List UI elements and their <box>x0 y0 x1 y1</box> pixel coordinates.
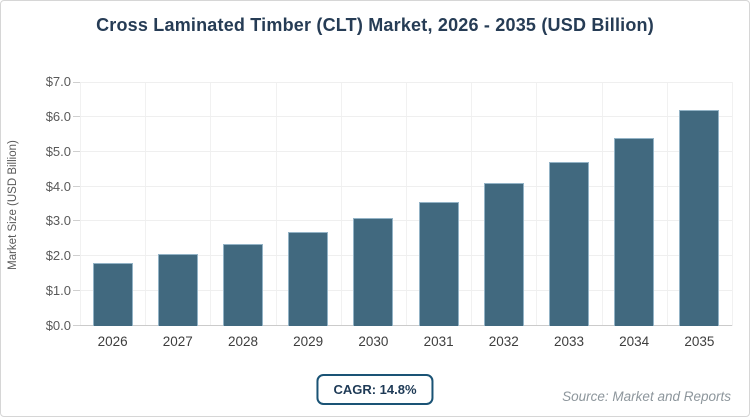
x-tick-label: 2034 <box>619 334 650 349</box>
y-tick-label: $4.0 <box>45 178 71 194</box>
chart-title: Cross Laminated Timber (CLT) Market, 202… <box>96 15 654 35</box>
h-gridline <box>80 115 732 117</box>
bar <box>483 183 524 326</box>
bar <box>614 138 655 326</box>
y-axis-tick <box>73 185 80 187</box>
h-gridline <box>80 150 732 152</box>
h-gridline <box>80 185 732 187</box>
x-tick-label: 2032 <box>488 334 519 349</box>
y-tick-label: $7.0 <box>45 74 71 89</box>
h-gridline <box>80 290 732 292</box>
bar <box>288 232 329 326</box>
v-gridline <box>341 82 342 326</box>
cagr-badge-label: CAGR: 14.8% <box>333 382 417 397</box>
x-tick-label: 2030 <box>358 334 389 349</box>
x-tick-label: 2028 <box>227 334 258 349</box>
bar <box>223 244 263 326</box>
h-gridline <box>80 255 732 257</box>
plot-area <box>73 82 733 326</box>
bar <box>157 254 198 326</box>
source-text: Source: Market and Reports <box>562 389 731 404</box>
y-tick-label: $6.0 <box>45 108 71 124</box>
y-tick-label: $2.0 <box>45 248 71 264</box>
cagr-badge: CAGR: 14.8% <box>316 374 434 405</box>
y-axis-tick <box>73 255 80 257</box>
y-axis-tick <box>73 325 80 326</box>
y-axis-tick <box>73 290 80 292</box>
v-gridline <box>80 82 81 326</box>
h-gridline <box>80 325 732 326</box>
v-gridline <box>732 82 733 326</box>
h-gridline <box>80 220 732 222</box>
x-tick-label: 2026 <box>97 334 128 349</box>
y-axis-tick <box>73 82 80 83</box>
x-tick-label: 2031 <box>423 334 454 349</box>
x-tick-label: 2035 <box>684 334 715 349</box>
x-axis-labels: 2026 2027 2028 2029 2030 2031 2032 2033 2034 2035 <box>80 334 732 352</box>
bar <box>353 218 394 326</box>
v-gridline <box>536 82 537 326</box>
y-tick-label: $0.0 <box>45 318 71 333</box>
v-gridline <box>210 82 211 326</box>
v-gridline <box>406 82 407 326</box>
bar <box>418 202 459 326</box>
y-axis-labels: $0.0 $1.0 $2.0 $3.0 $4.0 $5.0 $6.0 $7.0 <box>19 74 71 333</box>
y-tick-label: $1.0 <box>45 283 71 299</box>
v-gridline <box>471 82 472 326</box>
y-tick-label: $3.0 <box>45 213 71 229</box>
bar <box>549 162 589 326</box>
bar <box>679 110 720 326</box>
v-gridline <box>602 82 603 326</box>
y-axis-tick <box>73 220 80 222</box>
y-axis-tick <box>73 115 80 117</box>
x-tick-label: 2033 <box>553 334 584 349</box>
v-gridline <box>276 82 277 326</box>
y-axis-tick <box>73 150 80 152</box>
x-tick-label: 2027 <box>162 334 193 349</box>
y-tick-label: $5.0 <box>45 143 71 159</box>
v-gridline <box>145 82 146 326</box>
h-gridline <box>80 82 732 83</box>
x-tick-label: 2029 <box>293 334 324 349</box>
v-gridline <box>667 82 668 326</box>
bar <box>92 263 133 326</box>
